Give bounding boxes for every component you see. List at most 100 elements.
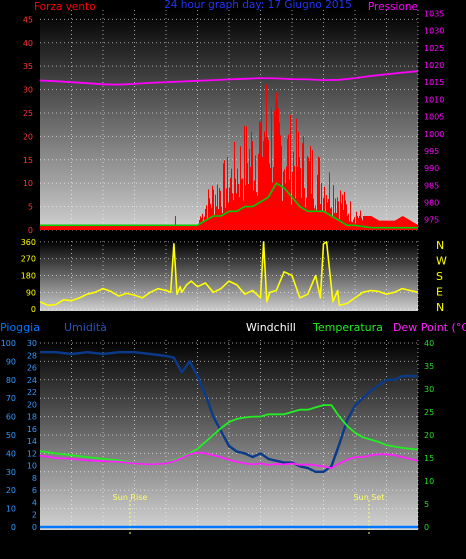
wind-tick-label: 40 (23, 39, 33, 48)
pressure-tick-label: 985 (424, 181, 439, 190)
wind-axis-title: Forza vento (34, 1, 96, 13)
x-tick-label: 14 (255, 231, 266, 241)
temperature-y-ticks: 0 5 10 15 20 25 30 35 40 (424, 339, 434, 532)
x-tick-label: 22 (381, 231, 392, 241)
pressure-tick-label: 1000 (424, 130, 444, 139)
legend-temperature: Temperatura (312, 321, 383, 334)
wind-tick-label: 45 (23, 15, 33, 24)
direction-tick-label: 90 (26, 288, 36, 297)
chart-title: 24 hour graph day: 17 Giugno 2015 (164, 0, 352, 11)
temperature-tick-label: 20 (424, 431, 434, 440)
legend-windchill: Windchill (246, 321, 296, 334)
pressure-line (39, 70, 419, 86)
wind-tick-label: 10 (23, 179, 33, 188)
humidity-tick-label: 26 (27, 364, 37, 373)
wind-tick-label: 0 (28, 226, 33, 235)
wind-y-ticks: 0 5 10 15 20 25 30 35 40 45 (23, 15, 33, 235)
x-tick-label: 16 (287, 231, 298, 241)
direction-line (39, 241, 419, 307)
legend-dewpoint: Dew Point (°C) (393, 321, 466, 334)
pressure-y-ticks: 975 980 985 990 995 1000 1005 1010 1015 1020 1025 1… (424, 9, 444, 224)
x-tick-label: 14 (255, 539, 266, 549)
humidity-tick-label: 28 (27, 351, 37, 360)
wind-tick-label: 20 (23, 132, 33, 141)
humidity-tick-label: 2 (32, 511, 37, 520)
sunrise-label: Sun Rise (113, 493, 148, 502)
temperature-tick-label: 0 (424, 523, 429, 532)
pressure-tick-label: 995 (424, 147, 439, 156)
rain-tick-label: 40 (6, 449, 16, 458)
x-tick-label: 04 (98, 231, 109, 241)
rain-tick-label: 20 (6, 486, 16, 495)
rain-tick-label: 80 (6, 376, 16, 385)
x-tick-label: 00 (413, 539, 424, 549)
dewpoint-line (39, 451, 419, 470)
compass-letter: E (436, 286, 443, 299)
pressure-tick-label: 1005 (424, 113, 444, 122)
direction-tick-label: 360 (21, 238, 36, 247)
x-tick-label: 12 (224, 539, 235, 549)
humidity-tick-label: 8 (32, 474, 37, 483)
compass-letter: N (436, 239, 444, 252)
x-tick-label: 10 (192, 231, 203, 241)
rain-tick-label: 60 (6, 413, 16, 422)
sunset-label: Sun Set (354, 493, 385, 502)
x-tick-label: 20 (350, 231, 361, 241)
humidity-tick-label: 24 (27, 376, 37, 385)
rain-tick-label: 0 (11, 523, 16, 532)
x-tick-label: 08 (161, 231, 172, 241)
compass-letter: S (436, 270, 443, 283)
x-tick-label: 12 (224, 231, 235, 241)
wind-tick-label: 15 (23, 156, 33, 165)
x-tick-label: 04 (98, 539, 109, 549)
bottom-x-ticks: 02 04 06 08 10 12 14 16 18 20 22 00 (66, 539, 423, 549)
wind-grid (40, 10, 419, 231)
x-tick-label: 00 (413, 231, 424, 241)
compass-letter: N (436, 301, 444, 314)
top-x-ticks: 02 04 06 08 10 12 14 16 18 20 22 00 (66, 231, 423, 241)
direction-tick-label: 0 (31, 305, 36, 314)
x-tick-label: 08 (161, 539, 172, 549)
pressure-tick-label: 975 (424, 216, 439, 225)
humidity-tick-label: 6 (32, 486, 37, 495)
pressure-tick-label: 990 (424, 164, 439, 173)
x-tick-label: 06 (129, 539, 140, 549)
pressure-tick-label: 1020 (424, 61, 444, 70)
temperature-tick-label: 35 (424, 362, 434, 371)
x-tick-label: 06 (129, 231, 140, 241)
rain-tick-label: 30 (6, 468, 16, 477)
humidity-tick-label: 16 (27, 425, 37, 434)
pressure-tick-label: 1035 (424, 9, 444, 18)
direction-series (39, 241, 419, 307)
humidity-tick-label: 0 (32, 523, 37, 532)
temperature-tick-label: 5 (424, 500, 429, 509)
rain-tick-label: 70 (6, 394, 16, 403)
wind-tick-label: 30 (23, 86, 33, 95)
wind-tick-label: 35 (23, 62, 33, 71)
direction-y-ticks: 0 90 180 270 360 (21, 238, 36, 314)
x-tick-label: 02 (66, 539, 77, 549)
temperature-tick-label: 30 (424, 385, 434, 394)
sun-markers: Sun Rise Sun Set (113, 493, 385, 535)
temperature-tick-label: 25 (424, 408, 434, 417)
direction-tick-label: 180 (21, 272, 36, 281)
x-tick-label: 02 (66, 231, 77, 241)
pressure-tick-label: 1010 (424, 95, 444, 104)
direction-tick-label: 270 (21, 255, 36, 264)
gust-line (40, 182, 418, 229)
pressure-tick-label: 1030 (424, 27, 444, 36)
humidity-tick-label: 4 (32, 498, 37, 507)
wind-tick-label: 25 (23, 109, 33, 118)
rain-tick-label: 50 (6, 431, 16, 440)
humidity-tick-label: 18 (27, 413, 37, 422)
temperature-tick-label: 10 (424, 477, 434, 486)
x-tick-label: 16 (287, 539, 298, 549)
x-tick-label: 22 (381, 539, 392, 549)
humidity-tick-label: 12 (27, 449, 37, 458)
legend-humidity: Umidità (64, 321, 107, 334)
x-tick-label: 20 (350, 539, 361, 549)
humidity-line (40, 351, 418, 473)
